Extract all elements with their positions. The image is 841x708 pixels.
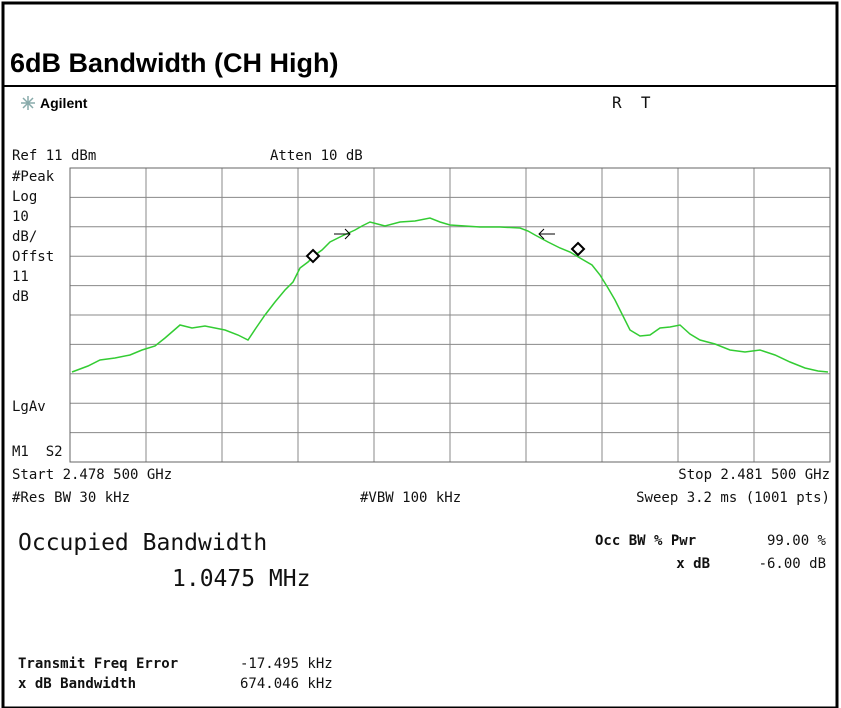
scale-label: dB/ <box>12 229 37 245</box>
scale-label: 11 <box>12 269 29 285</box>
marker-diamond <box>570 241 586 257</box>
attenuation: Atten 10 dB <box>270 148 363 164</box>
sweep: Sweep 3.2 ms (1001 pts) <box>636 490 830 506</box>
brand: Agilent <box>40 95 88 111</box>
title: 6dB Bandwidth (CH High) <box>10 48 338 78</box>
marker-diamond <box>305 248 321 264</box>
freq-error-value: -17.495 kHz <box>240 656 333 672</box>
trace <box>71 217 829 373</box>
occ-pwr-label: Occ BW % Pwr <box>595 533 696 549</box>
ref-level: Ref 11 dBm <box>12 148 96 164</box>
res-bw: #Res BW 30 kHz <box>12 490 130 506</box>
xdb-bw-label: x dB Bandwidth <box>18 676 136 692</box>
scale-label: dB <box>12 289 29 305</box>
scale-label: 10 <box>12 209 29 225</box>
arrow-left <box>538 228 555 240</box>
xdb-label: x dB <box>676 556 710 572</box>
occ-value: 1.0475 MHz <box>172 566 310 592</box>
freq-error-label: Transmit Freq Error <box>18 656 178 672</box>
start-freq: Start 2.478 500 GHz <box>12 467 172 483</box>
stop-freq: Stop 2.481 500 GHz <box>678 467 830 483</box>
logo-star <box>21 96 35 110</box>
occ-pwr-value: 99.00 % <box>767 533 827 549</box>
status: R T <box>612 93 651 112</box>
grid <box>70 168 830 462</box>
occ-title: Occupied Bandwidth <box>18 530 267 556</box>
scale-label: Offst <box>12 249 54 265</box>
marker-label: M1 S2 <box>12 444 63 460</box>
scale-label: #Peak <box>12 169 55 185</box>
scale-label: Log <box>12 189 37 205</box>
xdb-bw-value: 674.046 kHz <box>240 676 333 692</box>
plot-border <box>69 167 831 463</box>
vbw: #VBW 100 kHz <box>360 490 461 506</box>
arrow-right <box>334 228 351 240</box>
lgav: LgAv <box>12 399 46 415</box>
xdb-value: -6.00 dB <box>759 556 826 572</box>
